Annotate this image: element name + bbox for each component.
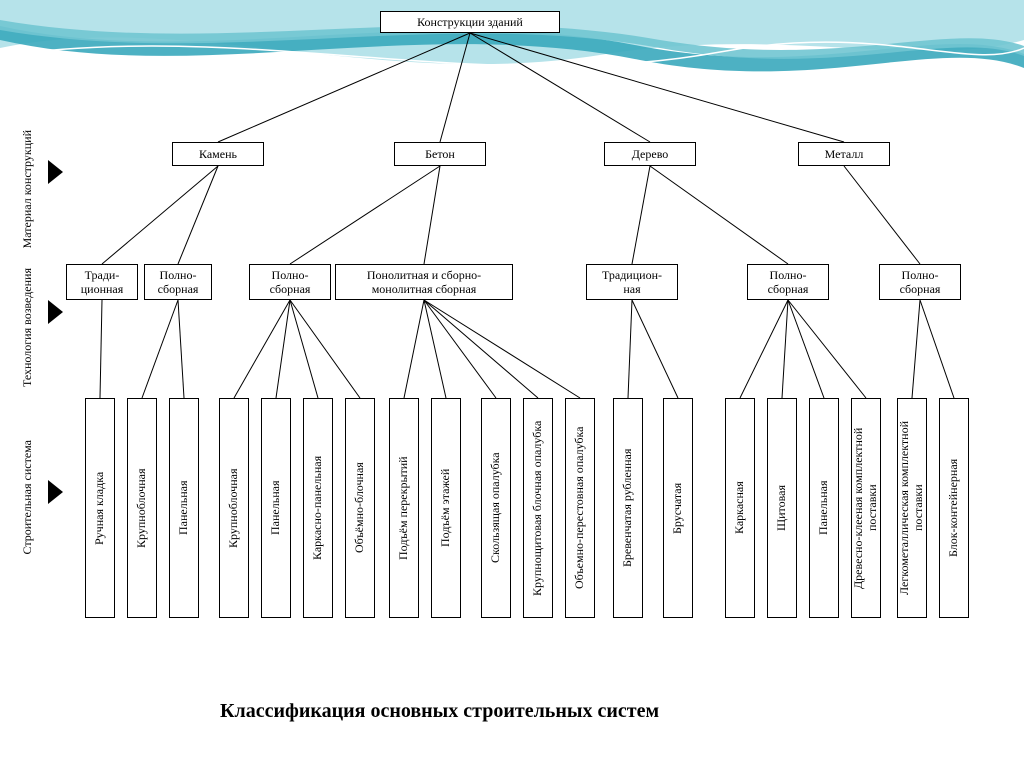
level2-prefab4: Полно- сборная [879,264,961,300]
level2-prefab3: Полно- сборная [747,264,829,300]
level2-mono: Понолитная и сборно- монолитная сборная [335,264,513,300]
level3-9: Скользящая опалубка [481,398,511,618]
level2-prefab2: Полно- сборная [249,264,331,300]
level3-12: Бревенчатая рубленная [613,398,643,618]
root-node: Конструкции зданий [380,11,560,33]
level3-7: Подъём перекрытий [389,398,419,618]
level3-2: Панельная [169,398,199,618]
level3-15: Щитовая [767,398,797,618]
diagram-title: Классификация основных строительных сист… [220,700,659,723]
level3-5: Каркасно-панельная [303,398,333,618]
level2-trad1: Тради- ционная [66,264,138,300]
level1-metal: Металл [798,142,890,166]
level3-13: Брусчатая [663,398,693,618]
level3-1: Крупноблочная [127,398,157,618]
level2-trad2: Традицион- ная [586,264,678,300]
row-label-2: Строительная система [20,440,35,554]
level3-11: Объемно-перестовная опалубка [565,398,595,618]
row-arrow-1 [48,300,63,324]
row-label-1: Технология возведения [20,268,35,387]
level3-14: Каркасная [725,398,755,618]
row-arrow-0 [48,160,63,184]
level3-4: Панельная [261,398,291,618]
connector-lines [0,0,1024,767]
level1-concrete: Бетон [394,142,486,166]
level2-prefab1: Полно- сборная [144,264,212,300]
level3-6: Объёмно-блочная [345,398,375,618]
level3-19: Блок-контейнерная [939,398,969,618]
level1-stone: Камень [172,142,264,166]
level3-17: Древесно-клееная комплектной поставки [851,398,881,618]
level3-10: Крупнощитовая блочная опалубка [523,398,553,618]
row-label-0: Материал конструкций [20,130,35,248]
level3-0: Ручная кладка [85,398,115,618]
level3-8: Подъём этажей [431,398,461,618]
level3-16: Панельная [809,398,839,618]
row-arrow-2 [48,480,63,504]
level3-3: Крупноблочная [219,398,249,618]
level3-18: Легкометаллическая комплектной поставки [897,398,927,618]
level1-wood: Дерево [604,142,696,166]
